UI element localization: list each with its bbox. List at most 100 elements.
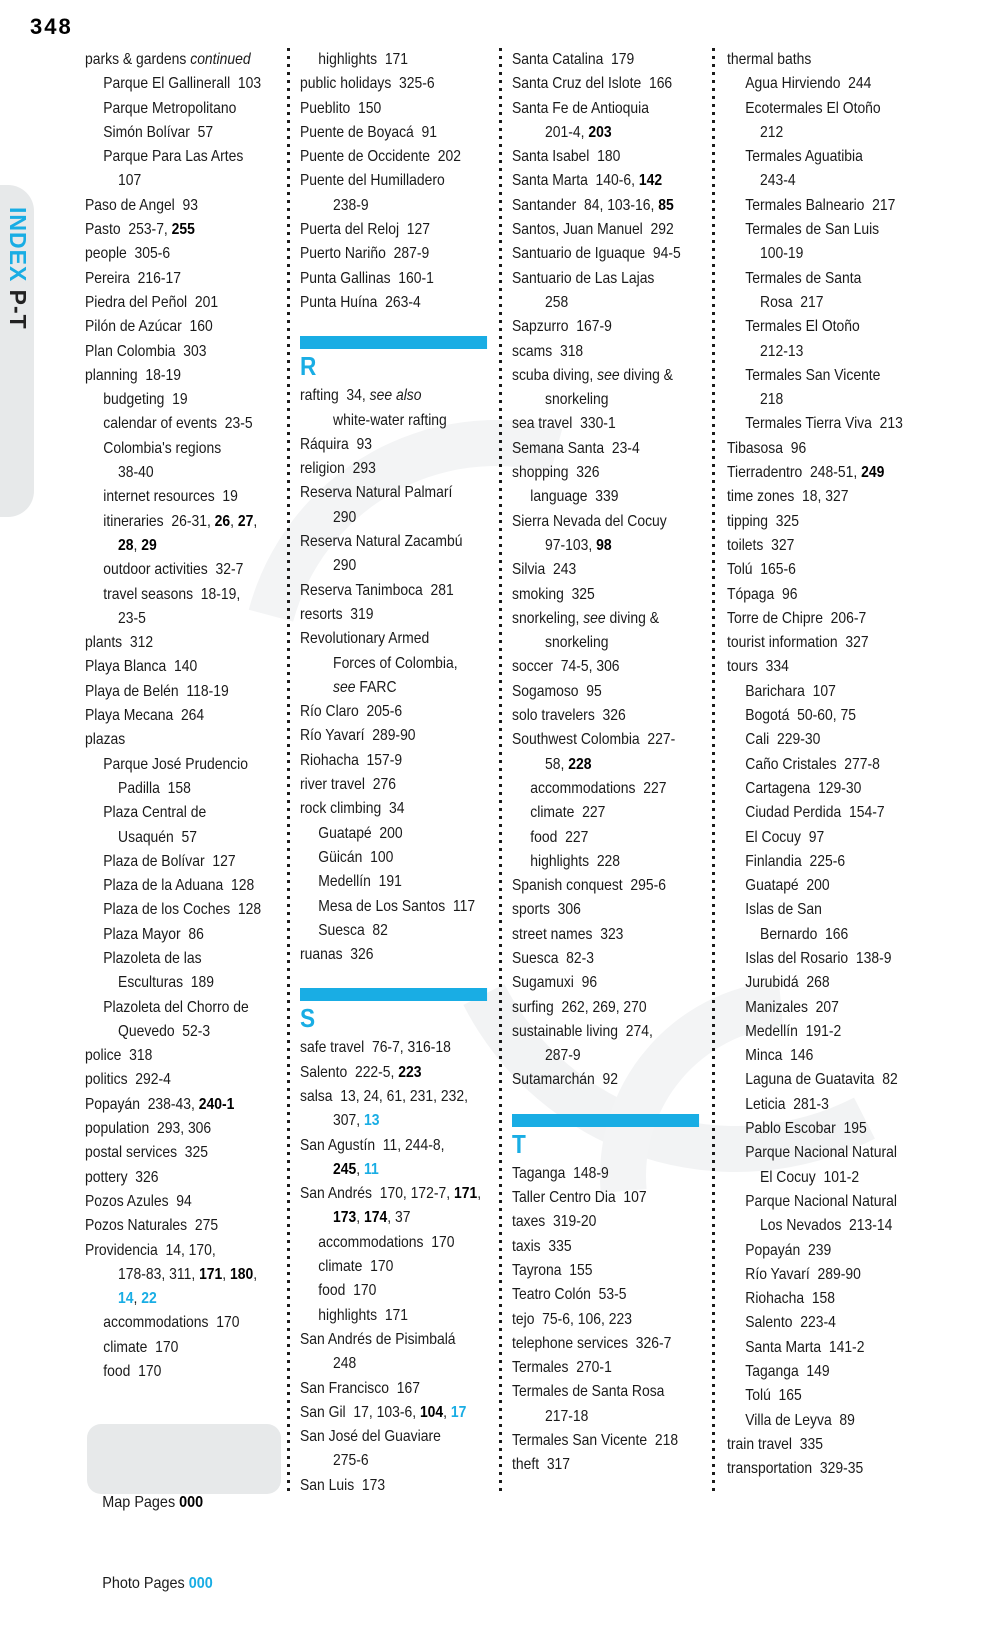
index-entry-line: Termales 270-1 — [512, 1356, 707, 1380]
page-ref-bold: 104 — [419, 1403, 444, 1421]
entry-text: postal services 325 — [85, 1144, 209, 1162]
index-entry-line: Pueblito 150 — [300, 97, 495, 121]
entry-text: Tibasosa 96 — [727, 439, 807, 457]
entry-text: Salento 223-4 — [745, 1314, 836, 1332]
index-entry-line: Puente de Occidente 202 — [300, 145, 495, 169]
entry-text: 97-103, — [545, 536, 597, 554]
index-entry-line: Los Nevados 213-14 — [760, 1214, 922, 1238]
entry-text: shopping 326 — [512, 464, 600, 482]
index-entry-line: ruanas 326 — [300, 943, 495, 967]
index-entry-line: Termales Aguatibia — [745, 145, 922, 169]
entry-text: Plazoleta de las — [103, 949, 202, 967]
index-entry-line: salsa 13, 24, 61, 231, 232, — [300, 1085, 495, 1109]
index-entry-line: Silvia 243 — [512, 558, 707, 582]
entry-text: rock climbing 34 — [300, 800, 405, 818]
entry-text: Barichara 107 — [745, 682, 836, 700]
index-entry-line: accommodations 170 — [318, 1231, 495, 1255]
index-entry-line: Parque El Gallinerall 103 — [103, 72, 281, 96]
entry-text: Santa Marta 140-6, — [512, 172, 639, 190]
index-entry-line: 97-103, 98 — [545, 534, 707, 558]
index-entry-line: Reserva Tanimboca 281 — [300, 579, 495, 603]
entry-text: Manizales 207 — [745, 998, 839, 1016]
index-entry-line: climate 227 — [530, 801, 707, 825]
index-entry-line: 218 — [760, 388, 922, 412]
entry-text: Ecotermales El Otoño — [745, 99, 881, 117]
index-entry-line: solo travelers 326 — [512, 704, 707, 728]
index-entry-line: sports 306 — [512, 898, 707, 922]
index-entry-line: calendar of events 23-5 — [103, 412, 281, 436]
photo-pages-label: Photo Pages — [102, 1575, 189, 1592]
column-separator — [287, 48, 290, 1492]
index-entry-line: scams 318 — [512, 340, 707, 364]
index-entry-line: Tópaga 96 — [727, 583, 922, 607]
entry-text: thermal baths — [727, 51, 812, 68]
entry-text: Southwest Colombia 227- — [512, 731, 676, 749]
entry-text: scams 318 — [512, 342, 584, 360]
index-entry-line: Providencia 14, 170, — [85, 1239, 282, 1263]
entry-text: see — [597, 366, 620, 384]
entry-text: 290 — [333, 557, 357, 575]
entry-text: , — [443, 1403, 451, 1421]
page-ref-bold: 245 — [333, 1160, 357, 1178]
index-entry-line: Popayán 238-43, 240-1 — [85, 1093, 282, 1117]
index-entry-line: Plazoleta de las — [103, 947, 281, 971]
page-ref-bold: 173 — [333, 1209, 357, 1227]
entry-text: snorkeling — [545, 391, 609, 409]
entry-text: theft 317 — [512, 1456, 571, 1474]
index-entry-line: Colombia's regions — [103, 437, 281, 461]
index-tab-text: INDEX P-T — [0, 185, 31, 330]
page-ref-highlight: 22 — [141, 1290, 157, 1308]
index-entry-line: rock climbing 34 — [300, 797, 495, 821]
page-ref-bold: 85 — [658, 196, 674, 214]
entry-text: Medellín 191 — [318, 873, 402, 891]
entry-text: safe travel 76-7, 316-18 — [300, 1039, 451, 1057]
index-entry-line: Santuario de Las Lajas — [512, 267, 707, 291]
page-ref-bold: 249 — [861, 464, 885, 482]
entry-text: Santuario de Iguaque 94-5 — [512, 245, 681, 263]
entry-text: Suesca 82 — [318, 921, 388, 939]
index-entry-line: Medellín 191-2 — [745, 1020, 922, 1044]
index-entry-line: toilets 327 — [727, 534, 922, 558]
index-entry-line: Villa de Leyva 89 — [745, 1409, 922, 1433]
page-ref-highlight: 17 — [450, 1403, 467, 1421]
index-entry-line: highlights 171 — [318, 48, 495, 72]
entry-text: Punta Huína 263-4 — [300, 293, 421, 311]
index-entry-line: Esculturas 189 — [118, 971, 282, 995]
index-entry-line: Padilla 158 — [118, 777, 282, 801]
entry-text: internet resources 19 — [103, 488, 238, 506]
entry-text: white-water rafting — [333, 411, 447, 429]
entry-text: calendar of events 23-5 — [103, 415, 253, 433]
page-ref-bold: 223 — [398, 1063, 422, 1081]
page-ref-bold: 203 — [588, 123, 612, 141]
index-entry-line: shopping 326 — [512, 461, 707, 485]
entry-text: food 170 — [318, 1282, 377, 1300]
entry-text: Puerta del Reloj 127 — [300, 221, 431, 239]
entry-text: Pablo Escobar 195 — [745, 1120, 867, 1138]
index-entry-line: 100-19 — [760, 242, 922, 266]
index-entry-line: Reserva Natural Palmarí — [300, 481, 495, 505]
index-entry-line: tipping 325 — [727, 510, 922, 534]
index-entry-line: population 293, 306 — [85, 1117, 282, 1141]
entry-text: parks & gardens — [85, 51, 191, 68]
index-entry-line: Plaza de los Coches 128 — [103, 898, 281, 922]
entry-text: Islas del Rosario 138-9 — [745, 949, 892, 967]
index-entry-line: smoking 325 — [512, 583, 707, 607]
section-bar — [512, 1113, 700, 1127]
entry-text: sea travel 330-1 — [512, 415, 616, 433]
entry-text: police 318 — [85, 1047, 153, 1065]
entry-text: Sapzurro 167-9 — [512, 318, 612, 336]
entry-text: 212-13 — [760, 342, 804, 360]
entry-text: , 37 — [387, 1209, 411, 1227]
index-entry-line: Leticia 281-3 — [745, 1093, 922, 1117]
entry-text: see — [583, 609, 606, 627]
entry-text: Plaza Central de — [103, 804, 207, 822]
index-entry-line: Ráquira 93 — [300, 433, 495, 457]
index-entry-line: Southwest Colombia 227- — [512, 728, 707, 752]
entry-text: Padilla 158 — [118, 779, 191, 797]
entry-text: time zones 18, 327 — [727, 488, 849, 506]
photo-pages-line: Photo Pages 000 — [102, 1570, 261, 1597]
index-entry-line: travel seasons 18-19, — [103, 583, 281, 607]
page-ref-bold: 98 — [596, 536, 612, 554]
index-entry-line: outdoor activities 32-7 — [103, 558, 281, 582]
index-entry-line: pottery 326 — [85, 1166, 282, 1190]
